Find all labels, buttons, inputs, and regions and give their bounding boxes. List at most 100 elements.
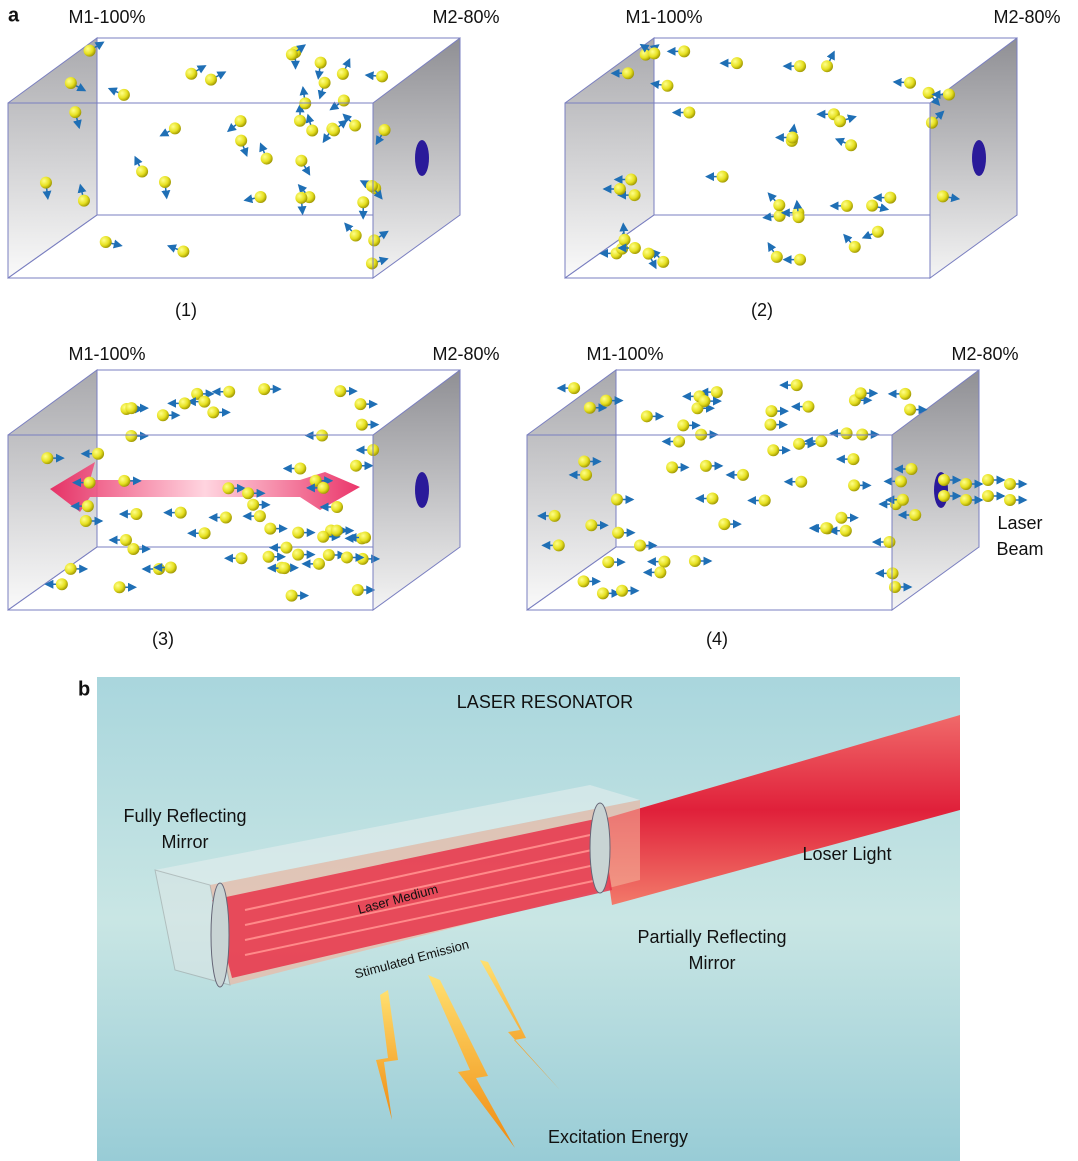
- output-aperture: [972, 140, 986, 176]
- atom: [895, 475, 907, 487]
- atom: [295, 192, 307, 204]
- atom: [960, 478, 972, 490]
- atom: [82, 500, 94, 512]
- atom: [600, 395, 612, 407]
- atom: [56, 578, 68, 590]
- atom: [199, 527, 211, 539]
- atom: [376, 70, 388, 82]
- atom: [350, 460, 362, 472]
- atom: [793, 211, 805, 223]
- output-aperture: [415, 140, 429, 176]
- atom: [328, 124, 340, 136]
- atom: [92, 448, 104, 460]
- atom: [264, 523, 276, 535]
- atom: [737, 469, 749, 481]
- atom: [602, 556, 614, 568]
- atom: [926, 117, 938, 129]
- atom: [648, 47, 660, 59]
- atom: [357, 553, 369, 565]
- atom: [185, 68, 197, 80]
- atom: [711, 386, 723, 398]
- title: LASER RESONATOR: [457, 692, 633, 712]
- atom: [629, 242, 641, 254]
- atom: [884, 192, 896, 204]
- panel-a: [8, 38, 1026, 610]
- mirror-label: M2-80%: [432, 344, 499, 364]
- atom: [661, 80, 673, 92]
- atom: [220, 511, 232, 523]
- atom: [317, 531, 329, 543]
- atom: [889, 581, 901, 593]
- atom: [634, 539, 646, 551]
- atom: [175, 507, 187, 519]
- atom: [897, 494, 909, 506]
- atom: [41, 452, 53, 464]
- atom: [169, 122, 181, 134]
- atom: [222, 482, 234, 494]
- atom: [65, 563, 77, 575]
- atom: [866, 200, 878, 212]
- atom: [261, 153, 273, 165]
- atom: [848, 479, 860, 491]
- atom: [654, 566, 666, 578]
- partially-reflecting-mirror: [590, 803, 610, 893]
- atom: [153, 563, 165, 575]
- atom: [315, 57, 327, 69]
- left-face: [565, 38, 654, 278]
- left-face: [527, 370, 616, 610]
- atom: [938, 474, 950, 486]
- atom: [847, 453, 859, 465]
- atom: [883, 536, 895, 548]
- atom: [341, 551, 353, 563]
- atom: [791, 379, 803, 391]
- atom: [849, 241, 861, 253]
- atom: [292, 527, 304, 539]
- atom: [717, 171, 729, 183]
- atom: [198, 396, 210, 408]
- atom: [278, 562, 290, 574]
- atom: [937, 190, 949, 202]
- label: Partially Reflecting: [637, 927, 786, 947]
- atom: [872, 226, 884, 238]
- atom: [242, 487, 254, 499]
- atom: [356, 419, 368, 431]
- atom: [235, 115, 247, 127]
- atom: [793, 438, 805, 450]
- atom: [323, 549, 335, 561]
- atom: [223, 386, 235, 398]
- atom: [834, 115, 846, 127]
- atom: [802, 401, 814, 413]
- atom: [292, 549, 304, 561]
- atom: [904, 77, 916, 89]
- atom: [280, 542, 292, 554]
- atom: [125, 402, 137, 414]
- caption: (2): [751, 300, 773, 320]
- mirror-label: M1-100%: [586, 344, 663, 364]
- mirror-label: M2-80%: [993, 7, 1060, 27]
- atom: [905, 463, 917, 475]
- atom: [359, 532, 371, 544]
- atom: [641, 410, 653, 422]
- atom: [255, 191, 267, 203]
- atom: [982, 490, 994, 502]
- mirror-label: M1-100%: [68, 7, 145, 27]
- atom: [622, 67, 634, 79]
- atom: [165, 562, 177, 574]
- atom: [771, 251, 783, 263]
- atom: [100, 236, 112, 248]
- atom: [706, 492, 718, 504]
- atom: [585, 519, 597, 531]
- label: Excitation Energy: [548, 1127, 688, 1147]
- atom: [678, 45, 690, 57]
- atom: [78, 195, 90, 207]
- atom: [247, 499, 259, 511]
- atom: [938, 490, 950, 502]
- atom: [943, 89, 955, 101]
- atom: [319, 77, 331, 89]
- atom: [764, 419, 776, 431]
- atom: [612, 527, 624, 539]
- label: Mirror: [162, 832, 209, 852]
- atom: [549, 510, 561, 522]
- atom: [207, 406, 219, 418]
- atom: [835, 512, 847, 524]
